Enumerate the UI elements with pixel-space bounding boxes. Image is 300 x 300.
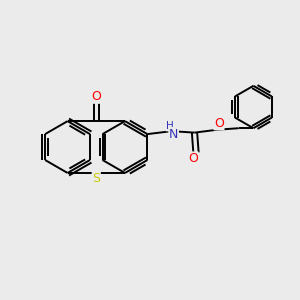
Text: N: N bbox=[169, 128, 178, 141]
Text: O: O bbox=[188, 152, 198, 165]
Text: S: S bbox=[92, 172, 100, 185]
Text: H: H bbox=[166, 121, 174, 131]
Text: O: O bbox=[214, 117, 224, 130]
Text: O: O bbox=[91, 90, 101, 103]
